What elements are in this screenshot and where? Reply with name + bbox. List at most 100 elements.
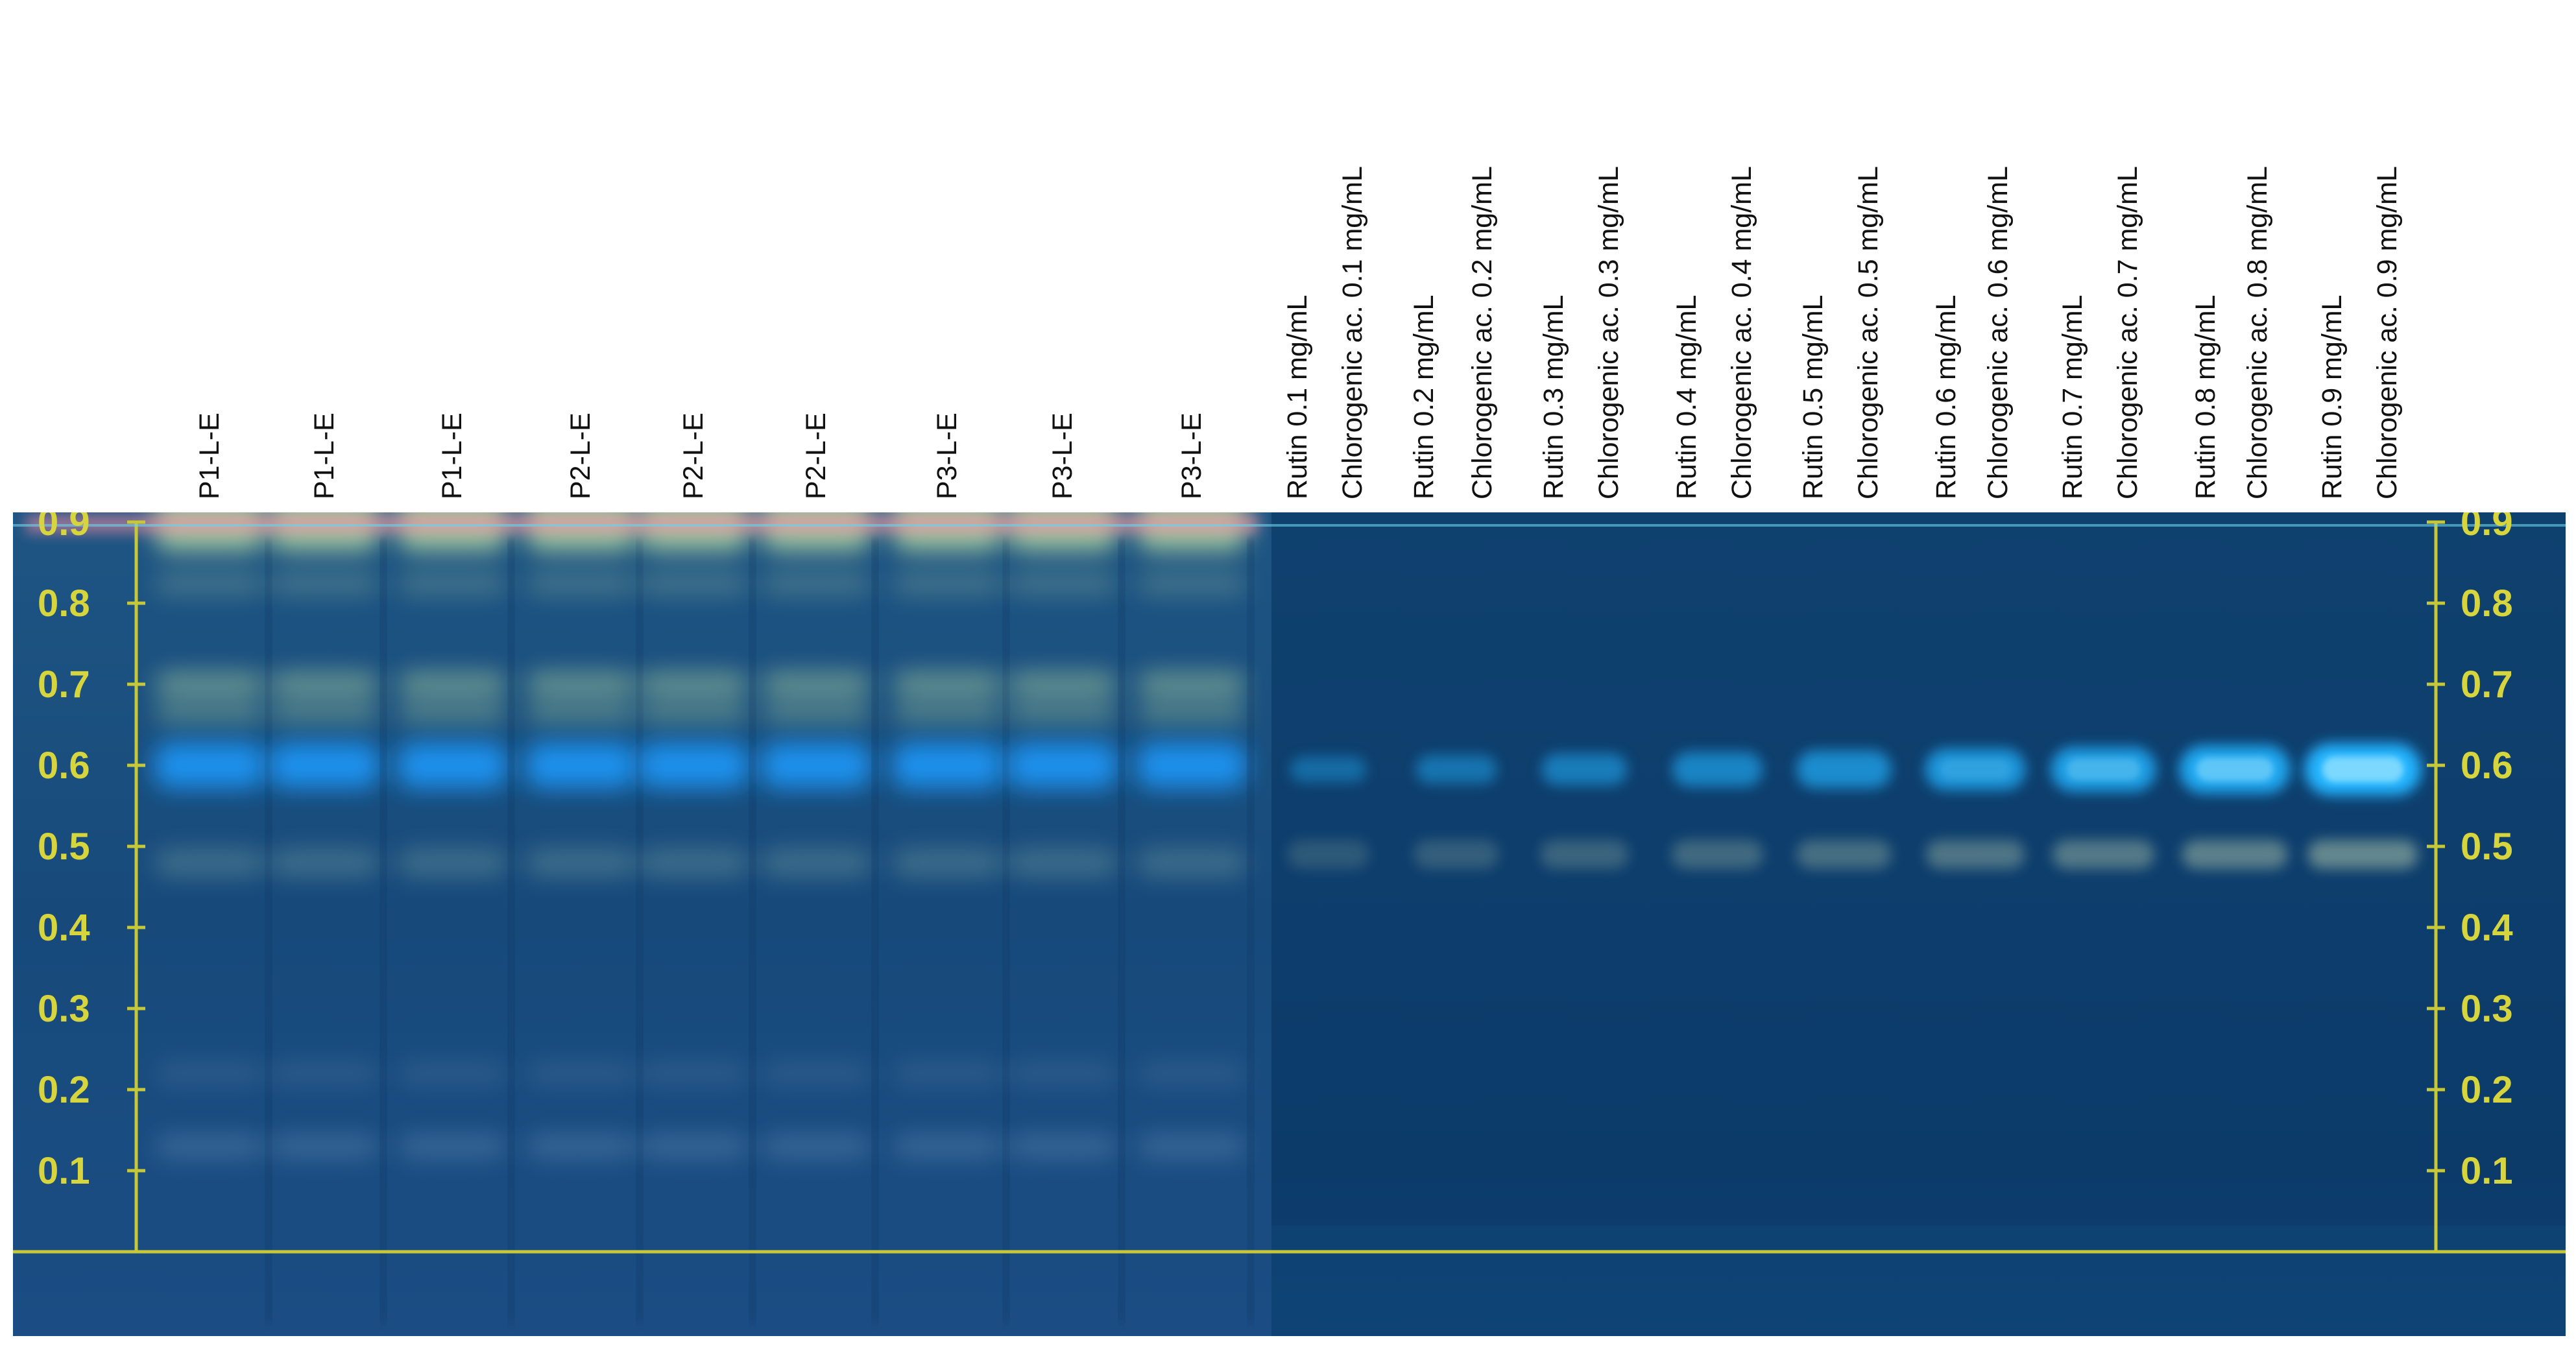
sample-band — [892, 850, 1002, 876]
rf-tick-label-right: 0.4 — [2461, 907, 2513, 949]
sample-band — [1137, 671, 1247, 697]
sample-band — [154, 699, 265, 726]
rutin-lane-label: Rutin 0.7 mg/mL — [2057, 294, 2088, 499]
standard-lane — [1925, 748, 2026, 869]
rf-tick-label-right: 0.5 — [2461, 826, 2513, 868]
sample-band — [397, 699, 507, 726]
rutin-lane-label: Rutin 0.6 mg/mL — [1931, 294, 1962, 499]
rutin-band-core — [2066, 758, 2141, 781]
sample-band — [269, 699, 379, 726]
sample-band — [269, 1133, 379, 1160]
sample-band — [397, 1133, 507, 1160]
sample-band — [761, 743, 871, 788]
standard-lane — [1414, 755, 1499, 869]
rf-tick-label-left: 0.7 — [38, 663, 90, 706]
sample-band — [761, 699, 871, 726]
rf-tick-label-right: 0.1 — [2461, 1150, 2513, 1192]
sample-band — [269, 850, 379, 876]
rf-tick-label-right: 0.7 — [2461, 663, 2513, 706]
sample-lane-label: P2-L-E — [565, 412, 596, 499]
sample-lane-label: P3-L-E — [1176, 412, 1207, 499]
rf-tick-label-left: 0.6 — [38, 745, 90, 787]
sample-band — [1137, 743, 1247, 788]
standard-lane — [1672, 752, 1763, 869]
rf-scale-right: 0.9 0.8 0.7 0.6 0.5 0.4 0.3 0.2 0.1 — [2427, 512, 2513, 1192]
lane-gap — [873, 538, 878, 1323]
sample-band — [397, 1060, 507, 1086]
sample-band — [638, 743, 749, 788]
sample-band — [269, 1060, 379, 1086]
sample-lane-label: P3-L-E — [1047, 412, 1078, 499]
lane-gap — [381, 538, 386, 1323]
sample-band — [1007, 671, 1118, 697]
chlorogenic-band — [2052, 840, 2154, 869]
chlorogenic-lane-label: Chlorogenic ac. 0.7 mg/mL — [2112, 166, 2143, 499]
rf-tick-label-right: 0.9 — [2461, 512, 2513, 544]
sample-band — [892, 743, 1002, 788]
rf-tick-label-left: 0.3 — [38, 988, 90, 1030]
sample-band — [154, 1133, 265, 1160]
chlorogenic-lane-label: Chlorogenic ac. 0.4 mg/mL — [1726, 166, 1757, 499]
rf-tick-label-left: 0.5 — [38, 826, 90, 868]
sample-band — [525, 1060, 636, 1086]
rf-tick-label-left: 0.9 — [38, 512, 90, 544]
sample-band — [397, 850, 507, 876]
rutin-lane-label: Rutin 0.8 mg/mL — [2190, 294, 2221, 499]
standard-lanes — [1287, 743, 2422, 869]
sample-band — [269, 569, 379, 596]
rf-tick-label-right: 0.3 — [2461, 988, 2513, 1030]
standard-lane — [1540, 753, 1629, 869]
sample-band — [638, 699, 749, 726]
chlorogenic-lane-label: Chlorogenic ac. 0.6 mg/mL — [1982, 166, 2014, 499]
sample-band — [1007, 743, 1118, 788]
standard-lane — [2304, 743, 2422, 869]
chlorogenic-band — [1796, 840, 1892, 869]
sample-lane — [1007, 512, 1124, 1323]
rutin-band-core — [2196, 757, 2274, 782]
chlorogenic-lane-label: Chlorogenic ac. 0.3 mg/mL — [1593, 166, 1624, 499]
sample-band — [638, 1060, 749, 1086]
rf-tick-label-left: 0.2 — [38, 1069, 90, 1111]
sample-band — [638, 850, 749, 876]
rutin-band — [1290, 756, 1367, 783]
sample-band — [397, 743, 507, 788]
tlc-plate-image: 0.9 0.8 0.7 0.6 0.5 0.4 0.3 0.2 0.1 0.9 0.8 0.7 0.6… — [13, 512, 2566, 1336]
rf-tick-label-left: 0.8 — [38, 582, 90, 625]
chlorogenic-band — [1540, 840, 1629, 869]
lane-gap — [509, 538, 514, 1323]
sample-band — [1137, 1133, 1247, 1160]
sample-lane-label: P2-L-E — [800, 412, 832, 499]
rf-frame — [13, 522, 2566, 1254]
sample-band — [892, 699, 1002, 726]
lane-gap — [637, 538, 642, 1323]
lane-gap — [1119, 538, 1124, 1323]
standard-lane — [2051, 747, 2156, 869]
sample-band — [525, 850, 636, 876]
chlorogenic-band — [2307, 840, 2418, 869]
sample-band — [525, 671, 636, 697]
sample-band — [154, 569, 265, 596]
sample-band — [397, 671, 507, 697]
sample-band — [761, 671, 871, 697]
standard-lane — [2179, 745, 2291, 869]
tlc-plate: 0.9 0.8 0.7 0.6 0.5 0.4 0.3 0.2 0.1 0.9 0.8 0.7 0.6… — [0, 512, 2576, 1349]
rutin-lane-label: Rutin 0.2 mg/mL — [1408, 294, 1439, 499]
chlorogenic-band — [2182, 840, 2288, 869]
sample-band — [761, 1133, 871, 1160]
sample-band — [525, 743, 636, 788]
rf-tick-label-right: 0.8 — [2461, 582, 2513, 625]
sample-band — [1137, 850, 1247, 876]
sample-band — [1137, 1060, 1247, 1086]
chlorogenic-lane-label: Chlorogenic ac. 0.8 mg/mL — [2242, 166, 2273, 499]
sample-band — [154, 1060, 265, 1086]
sample-lane-label: P2-L-E — [678, 412, 709, 499]
sample-lane-label: P3-L-E — [932, 412, 963, 499]
lower-region-tint — [1271, 1226, 2566, 1336]
chlorogenic-lane-label: Chlorogenic ac. 0.1 mg/mL — [1337, 166, 1368, 499]
chlorogenic-lane-label: Chlorogenic ac. 0.5 mg/mL — [1853, 166, 1884, 499]
lane-labels: P1-L-E P1-L-E P1-L-E P2-L-E P2-L-E P2-L-E P3-L… — [0, 0, 2576, 512]
rutin-band-core — [1940, 759, 2011, 780]
sample-band — [1007, 1060, 1118, 1086]
sample-band — [1007, 699, 1118, 726]
rf-tick-label-left: 0.4 — [38, 907, 90, 949]
